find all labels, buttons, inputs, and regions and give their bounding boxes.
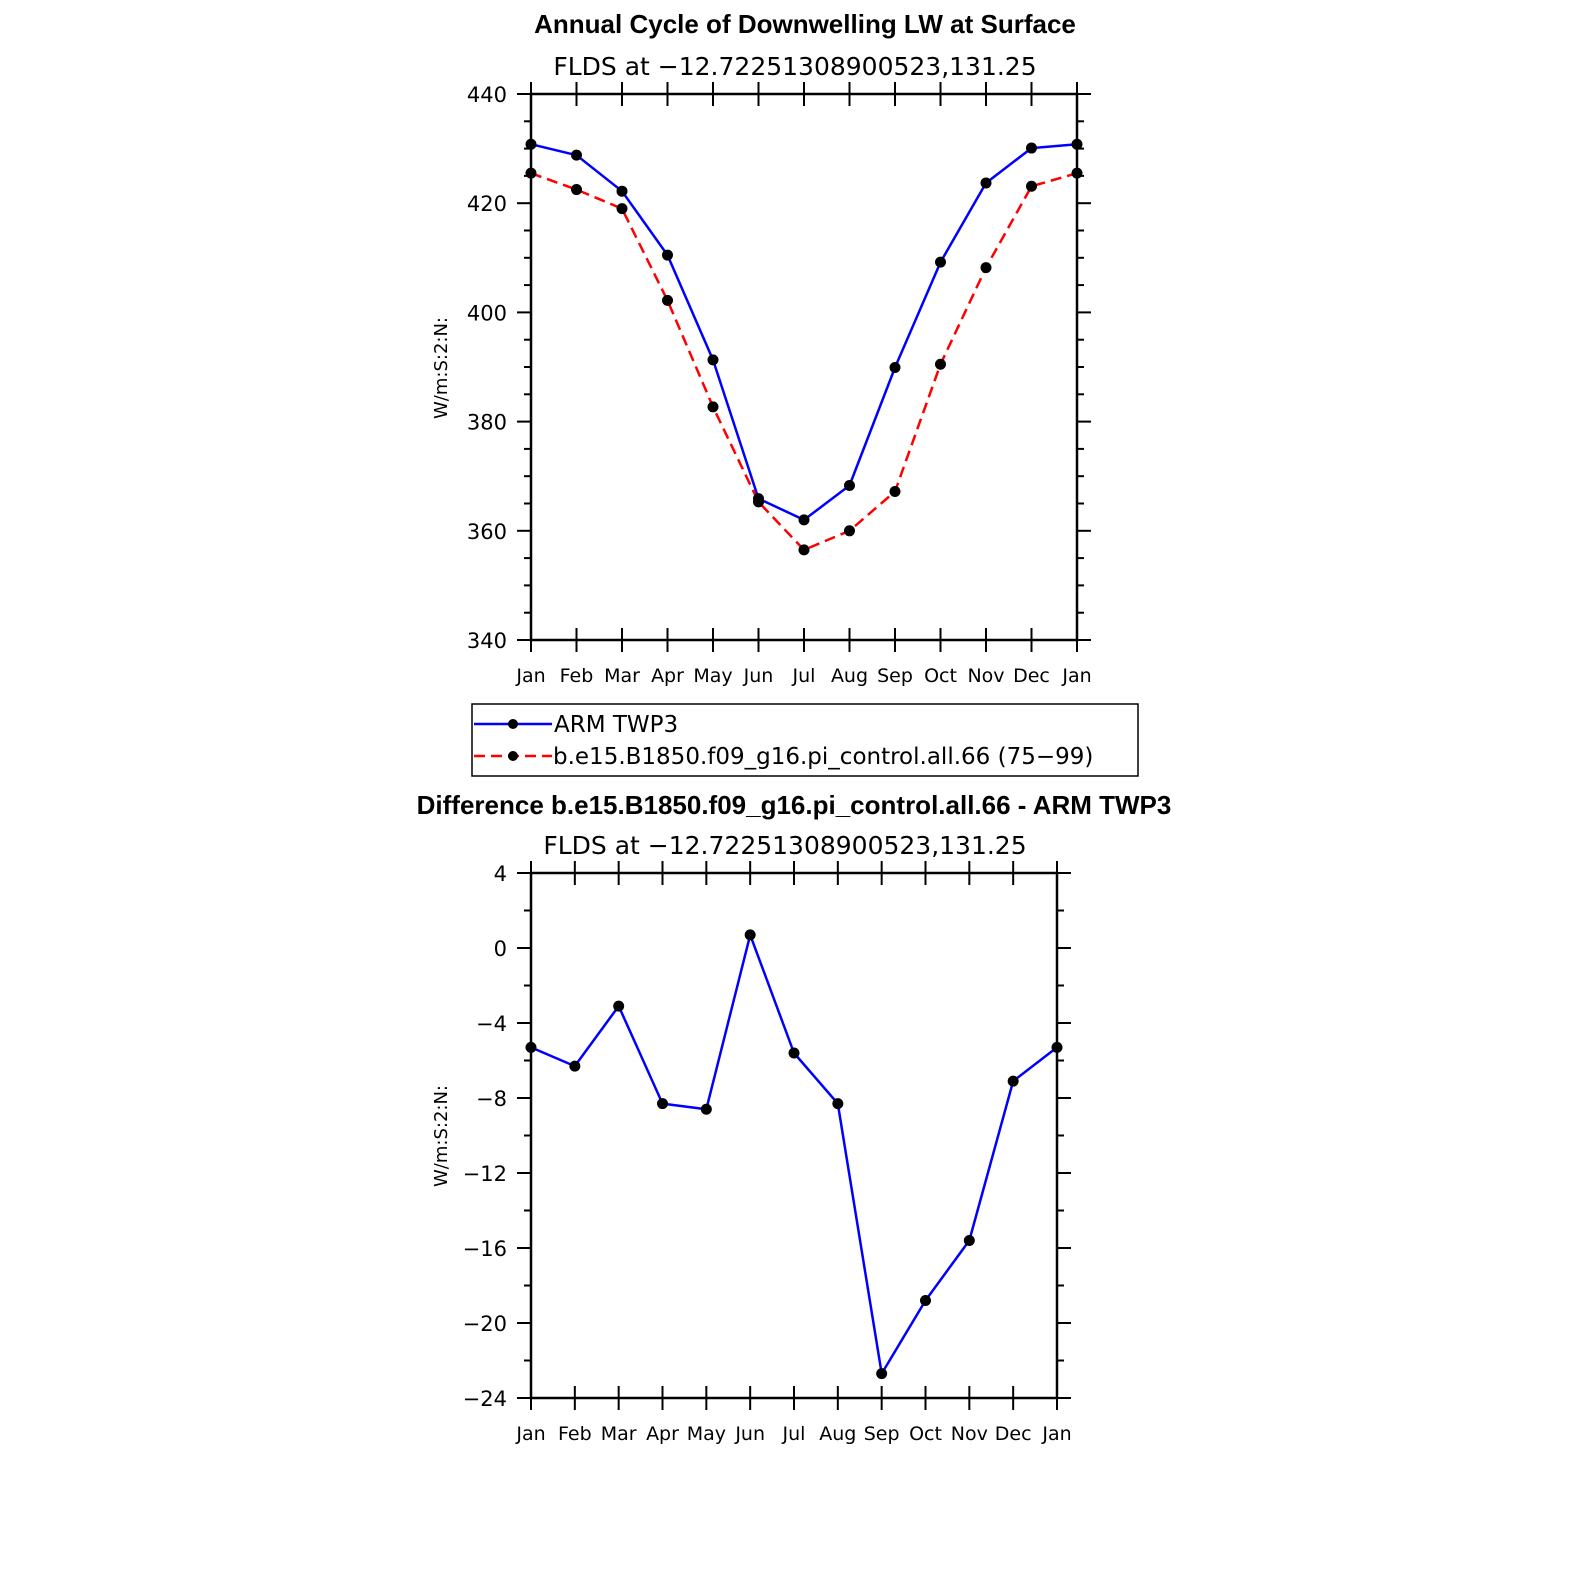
data-point-series-0 <box>744 929 756 941</box>
series-group <box>525 138 1083 556</box>
legend-item-model: b.e15.B1850.f09_g16.pi_control.all.66 (7… <box>474 744 1093 770</box>
x-tick-label: Jan <box>1041 1423 1071 1445</box>
data-point-series-1 <box>889 485 901 497</box>
data-point-series-0 <box>1071 138 1083 150</box>
chart-subtitle: FLDS at −12.72251308900523,131.25 <box>553 52 1036 81</box>
data-point-series-0 <box>657 1098 668 1110</box>
data-point-series-0 <box>889 362 901 374</box>
data-point-series-1 <box>707 401 719 413</box>
x-tick-label: Jan <box>515 665 545 687</box>
x-tick-label: Jan <box>1061 665 1091 687</box>
data-point-series-0 <box>963 1235 975 1246</box>
x-tick-label: Sep <box>864 1423 900 1445</box>
axes: 340 360 380 400 420 440 Jan Feb Mar Apr May Jun Jul A… <box>467 82 1092 687</box>
x-tick-label: Aug <box>819 1423 856 1445</box>
x-tick-label: Jun <box>734 1423 765 1445</box>
x-tick-label: Jun <box>743 665 774 687</box>
data-point-series-0 <box>700 1103 712 1115</box>
x-tick-label: May <box>693 665 732 687</box>
legend-label: ARM TWP3 <box>554 712 678 738</box>
x-tick-label: Oct <box>924 665 957 687</box>
data-point-series-0 <box>569 1060 581 1072</box>
data-point-series-0 <box>525 138 537 150</box>
y-tick-label: −20 <box>463 1312 507 1336</box>
y-tick-label: 400 <box>467 301 507 325</box>
x-tick-label: Feb <box>558 1423 592 1445</box>
x-tick-label: Dec <box>995 1423 1032 1445</box>
x-tick-label: Nov <box>967 665 1004 687</box>
data-point-series-0 <box>935 256 946 268</box>
x-tick-label: Jul <box>792 665 816 687</box>
data-point-series-0 <box>920 1295 931 1306</box>
series-group <box>525 929 1063 1380</box>
y-tick-label: 340 <box>467 629 507 653</box>
y-tick-label: 0 <box>494 937 507 961</box>
x-tick-label: Dec <box>1013 665 1050 687</box>
y-tick-label: 380 <box>467 411 507 435</box>
data-point-series-0 <box>707 354 719 366</box>
data-point-series-0 <box>571 149 582 161</box>
data-point-series-0 <box>798 514 810 526</box>
data-point-series-0 <box>980 177 992 189</box>
y-tick-label: −8 <box>476 1087 507 1111</box>
data-point-series-0 <box>788 1047 800 1059</box>
x-tick-label: Oct <box>909 1423 942 1445</box>
x-tick-label: Apr <box>651 665 684 687</box>
data-point-series-1 <box>662 294 673 306</box>
y-tick-label: −24 <box>463 1387 507 1411</box>
data-point-series-1 <box>616 203 628 215</box>
y-tick-label: 4 <box>494 862 507 886</box>
data-point-series-1 <box>753 496 764 508</box>
y-tick-label: −4 <box>476 1012 507 1036</box>
data-point-series-1 <box>798 544 810 556</box>
x-tick-label: Sep <box>877 665 913 687</box>
y-tick-label: −16 <box>463 1237 507 1261</box>
y-axis-label: W/m:S:2:N: <box>431 1085 452 1187</box>
data-point-series-0 <box>844 479 855 491</box>
data-point-series-0 <box>1051 1041 1063 1053</box>
y-tick-label: 360 <box>467 520 507 544</box>
data-point-series-0 <box>832 1098 844 1110</box>
y-tick-label: 440 <box>467 83 507 107</box>
data-point-series-1 <box>1071 167 1083 179</box>
y-axis-label: W/m:S:2:N: <box>431 317 452 419</box>
x-tick-label: Feb <box>560 665 594 687</box>
data-point-series-1 <box>1026 180 1037 192</box>
axes: −24 −20 −16 −12 −8 −4 0 4 Jan Feb Mar Apr May Jun Jul A… <box>463 861 1072 1445</box>
data-point-series-1 <box>844 525 855 537</box>
data-point-series-0 <box>613 1000 625 1012</box>
legend: ARM TWP3 b.e15.B1850.f09_g16.pi_control.… <box>471 703 1139 777</box>
data-point-series-0 <box>1007 1075 1019 1087</box>
x-tick-label: Jul <box>782 1423 806 1445</box>
y-tick-label: 420 <box>467 192 507 216</box>
legend-box <box>471 703 1139 777</box>
chart-title: Difference b.e15.B1850.f09_g16.pi_contro… <box>417 790 1172 820</box>
legend-swatch-marker <box>508 719 518 729</box>
difference-chart: Difference b.e15.B1850.f09_g16.pi_contro… <box>417 790 1172 1445</box>
x-tick-label: May <box>687 1423 726 1445</box>
data-point-series-1 <box>525 167 537 179</box>
x-tick-label: Nov <box>951 1423 988 1445</box>
data-point-series-0 <box>876 1368 888 1380</box>
data-point-series-1 <box>935 358 946 370</box>
x-tick-label: Mar <box>601 1423 637 1445</box>
y-tick-label: −12 <box>463 1162 507 1186</box>
data-point-series-0 <box>525 1041 537 1053</box>
data-point-series-1 <box>980 262 992 274</box>
data-point-series-0 <box>662 249 673 261</box>
x-tick-label: Apr <box>646 1423 679 1445</box>
x-tick-label: Mar <box>604 665 640 687</box>
x-tick-label: Jan <box>515 1423 545 1445</box>
annual-cycle-chart: Annual Cycle of Downwelling LW at Surfac… <box>431 9 1139 777</box>
data-point-series-0 <box>1026 142 1037 154</box>
chart-subtitle: FLDS at −12.72251308900523,131.25 <box>543 831 1026 860</box>
legend-swatch-marker <box>508 751 518 761</box>
chart-title: Annual Cycle of Downwelling LW at Surfac… <box>534 9 1076 39</box>
data-point-series-0 <box>616 185 628 197</box>
legend-label: b.e15.B1850.f09_g16.pi_control.all.66 (7… <box>553 744 1093 770</box>
data-point-series-1 <box>571 184 582 196</box>
x-tick-label: Aug <box>831 665 868 687</box>
legend-item-arm-twp3: ARM TWP3 <box>474 712 678 738</box>
